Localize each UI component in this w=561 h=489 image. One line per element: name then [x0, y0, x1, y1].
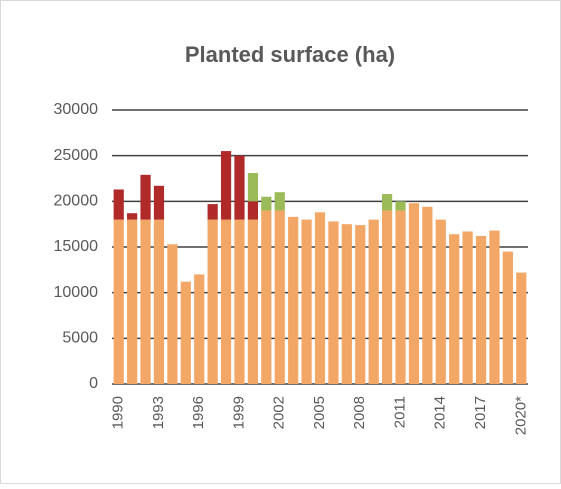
x-tick-label: 2008	[351, 396, 368, 429]
bar-segment	[167, 244, 178, 384]
x-tick-label: 1993	[150, 396, 167, 429]
bar-segment	[422, 206, 433, 384]
bar-segment	[435, 219, 446, 384]
bar-segment	[475, 236, 487, 384]
bar-segment	[153, 219, 165, 384]
bar-segment	[234, 155, 245, 220]
x-tick-label: 2011	[391, 396, 408, 428]
bar-segment	[449, 234, 460, 384]
bar-segment	[220, 219, 232, 384]
bar-segment	[113, 219, 124, 384]
bar-segment	[274, 210, 285, 384]
bar-segment	[301, 219, 312, 384]
bar-segment	[355, 225, 366, 384]
bar-segment	[247, 219, 259, 384]
bar-segment	[341, 224, 352, 384]
bar-segment	[395, 201, 406, 211]
bar-segment	[502, 251, 513, 384]
x-tick-label: 2014	[432, 396, 449, 429]
bar-segment	[462, 231, 473, 384]
bar-segment	[395, 210, 406, 384]
bar-segment	[153, 185, 165, 220]
y-tick-label: 30000	[54, 101, 99, 118]
x-tick-label: 1999	[230, 396, 247, 429]
bar-segment	[113, 189, 124, 220]
bar-segment	[288, 216, 299, 384]
y-tick-label: 0	[89, 375, 98, 392]
y-tick-label: 10000	[54, 284, 99, 301]
bar-segment	[140, 174, 151, 220]
y-tick-label: 5000	[62, 330, 98, 347]
bar-segment	[247, 201, 259, 220]
bar-segment	[381, 194, 393, 211]
y-tick-label: 20000	[54, 193, 99, 210]
x-tick-label: 2020*	[512, 396, 529, 435]
bar-segment	[207, 219, 218, 384]
bar-segment	[207, 204, 218, 220]
x-tick-label: 1990	[110, 396, 127, 429]
bar-segment	[127, 219, 138, 384]
chart-title: Planted surface (ha)	[185, 42, 395, 67]
bar-segment	[328, 221, 339, 384]
bar-segment	[180, 281, 191, 384]
y-tick-label: 25000	[54, 147, 99, 164]
bar-segment	[261, 196, 272, 211]
bar-segment	[140, 219, 151, 384]
bar-segment	[368, 219, 379, 384]
bar-segment	[127, 213, 138, 220]
bar-segment	[220, 151, 232, 220]
bar-segment	[247, 173, 259, 202]
bar-segment	[261, 210, 272, 384]
bar-segment	[274, 192, 285, 211]
bar-segment	[516, 272, 527, 384]
x-tick-label: 2017	[472, 396, 489, 429]
bar-segment	[489, 230, 500, 384]
x-tick-label: 2002	[271, 396, 288, 429]
bar-segment	[381, 210, 393, 384]
bar-segment	[234, 219, 245, 384]
bar-segment	[408, 203, 420, 384]
x-tick-label: 2005	[311, 396, 328, 429]
x-tick-label: 1996	[190, 396, 207, 429]
bar-segment	[314, 212, 326, 384]
y-tick-label: 15000	[54, 238, 99, 255]
bar-segment	[194, 274, 205, 384]
